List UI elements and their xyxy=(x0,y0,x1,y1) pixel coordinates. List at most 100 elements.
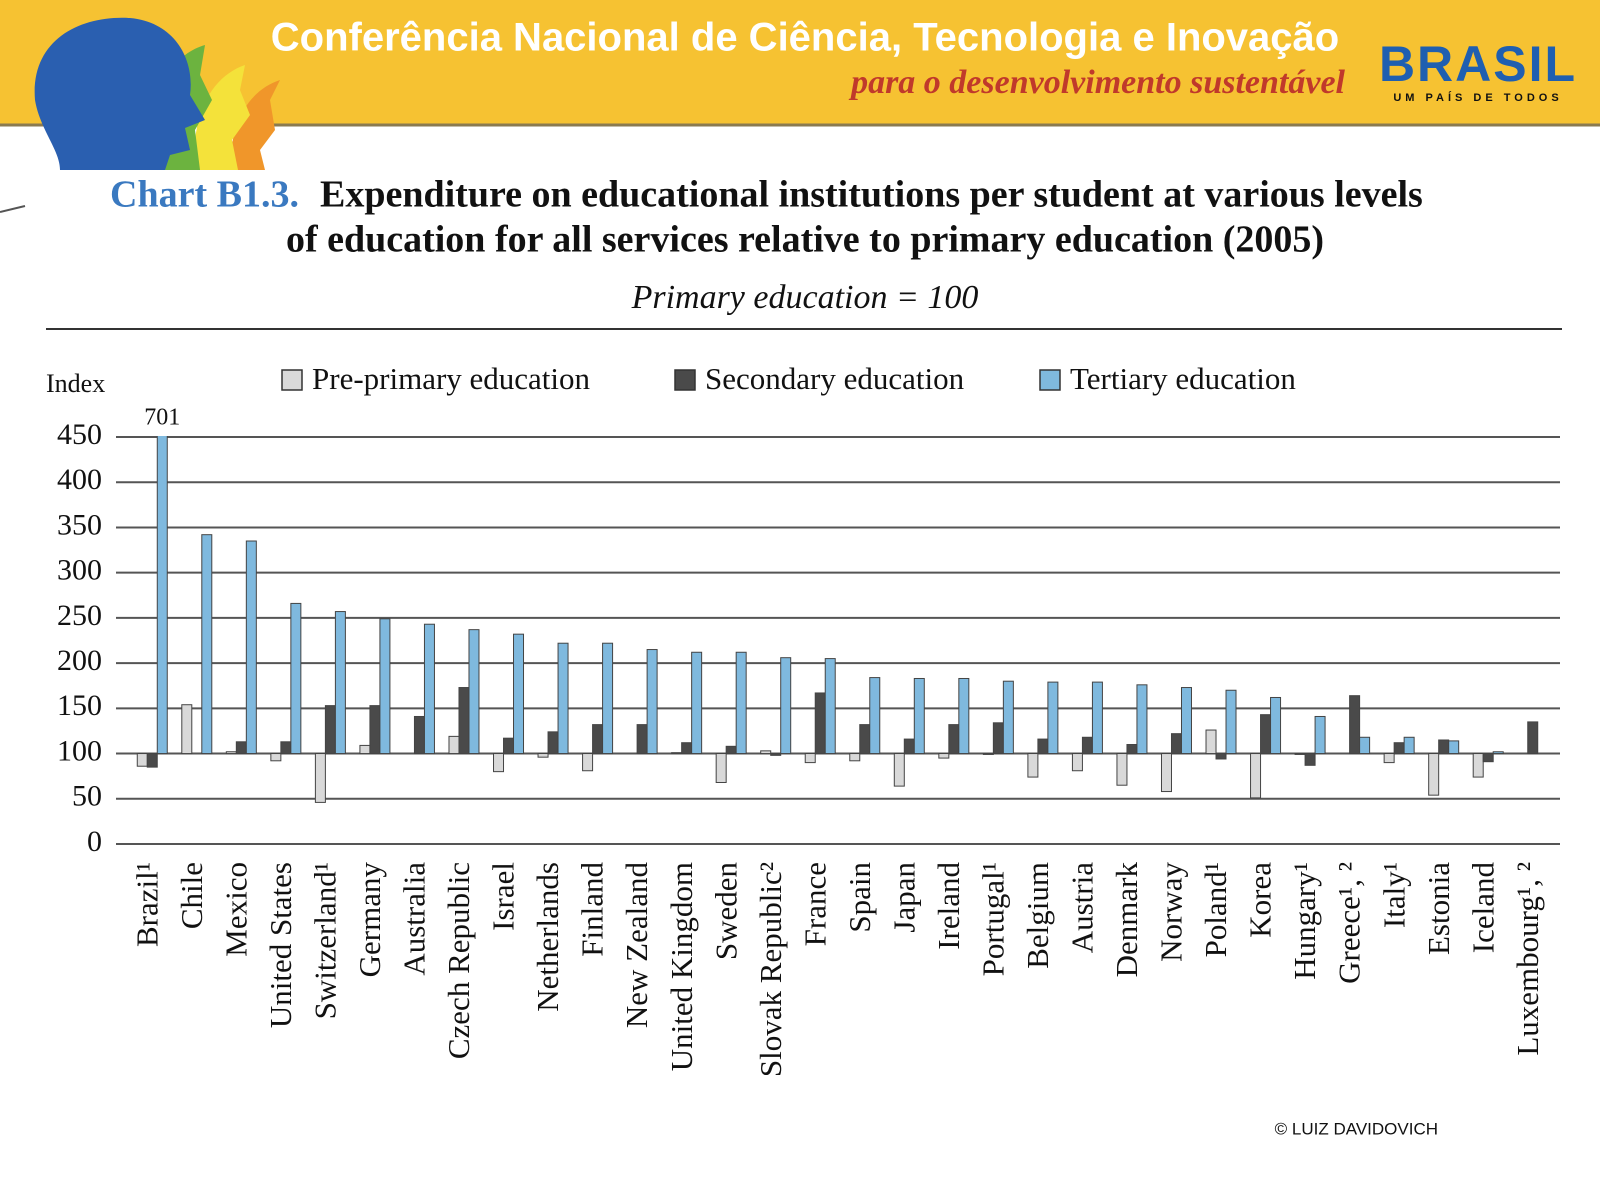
bar xyxy=(156,436,168,755)
bar xyxy=(859,724,871,755)
x-tick-label: Estonia xyxy=(1421,862,1456,955)
credit: © LUIZ DAVIDOVICH xyxy=(1275,1119,1438,1138)
x-tick-label: Mexico xyxy=(218,862,253,957)
bar xyxy=(314,753,326,803)
bar xyxy=(503,737,515,755)
bar xyxy=(1002,680,1014,755)
bar xyxy=(1027,753,1039,778)
bar xyxy=(493,753,505,773)
bar xyxy=(448,735,460,755)
bar xyxy=(146,753,158,768)
bar xyxy=(1071,753,1083,772)
bar xyxy=(468,629,480,755)
bar xyxy=(557,642,569,755)
bar xyxy=(537,753,549,758)
bar xyxy=(1215,753,1227,760)
bar xyxy=(681,742,693,755)
y-tick-label: 300 xyxy=(57,554,102,587)
x-tick-label: Denmark xyxy=(1109,862,1144,978)
bar xyxy=(1294,753,1306,755)
bar xyxy=(1091,681,1103,755)
bar xyxy=(1081,736,1093,755)
bar xyxy=(369,705,381,755)
bar xyxy=(1270,696,1282,755)
bar xyxy=(280,741,292,755)
bar xyxy=(513,633,525,755)
y-tick-label: 0 xyxy=(87,825,102,858)
bar xyxy=(359,744,371,755)
bar xyxy=(725,745,737,755)
bar xyxy=(547,731,559,755)
x-tick-label: Ireland xyxy=(931,862,966,950)
bar xyxy=(592,724,604,755)
bar xyxy=(780,657,792,755)
x-tick-label: United States xyxy=(263,862,298,1028)
bar xyxy=(1393,742,1405,755)
bar xyxy=(992,722,1004,755)
bar xyxy=(290,602,302,755)
header-subtitle: para o desenvolvimento sustentável xyxy=(848,64,1345,101)
bar xyxy=(938,753,950,759)
chart-title-line2: of education for all services relative t… xyxy=(286,219,1324,261)
legend-label: Tertiary education xyxy=(1070,361,1296,396)
bar xyxy=(245,540,257,755)
bar xyxy=(1250,753,1262,799)
bar xyxy=(582,753,594,772)
bar xyxy=(1403,736,1415,755)
x-tick-label: Switzerland¹ xyxy=(308,862,343,1019)
x-tick-label: Finland xyxy=(575,862,610,957)
bar xyxy=(334,611,346,755)
y-tick-label: 250 xyxy=(57,599,102,632)
bar xyxy=(636,724,648,755)
legend-swatch xyxy=(1039,369,1061,391)
bar xyxy=(225,751,237,755)
x-tick-label: United Kingdom xyxy=(664,862,699,1071)
bar xyxy=(458,687,470,755)
plot-area xyxy=(136,436,1539,803)
bar xyxy=(1383,753,1395,764)
x-tick-label: Slovak Republic² xyxy=(753,862,788,1077)
x-tick-label: Belgium xyxy=(1020,862,1055,969)
bar xyxy=(602,642,614,755)
bar xyxy=(136,753,148,767)
bar xyxy=(1472,753,1484,778)
x-tick-label: Italy¹ xyxy=(1376,862,1411,928)
x-tick-label: Korea xyxy=(1243,862,1278,938)
x-tick-label: Greece¹, ² xyxy=(1332,862,1367,984)
bar xyxy=(1180,687,1192,755)
y-axis-label: Index xyxy=(46,369,105,398)
y-tick-label: 350 xyxy=(57,508,102,541)
bar xyxy=(1527,721,1539,755)
x-tick-label: Iceland xyxy=(1465,862,1500,954)
brasil-tagline: UM PAÍS DE TODOS xyxy=(1393,91,1562,104)
y-tick-label: 100 xyxy=(57,734,102,767)
bar xyxy=(1314,715,1326,755)
legend-label: Secondary education xyxy=(705,361,965,396)
x-tick-label: Czech Republic xyxy=(441,862,476,1059)
decor-line xyxy=(0,205,26,213)
x-tick-label: New Zealand xyxy=(619,862,654,1029)
x-tick-label: Luxembourg¹, ² xyxy=(1510,862,1545,1056)
bar xyxy=(1116,753,1128,786)
bar xyxy=(893,753,905,787)
bar xyxy=(1136,684,1148,755)
bar xyxy=(735,651,747,755)
bar xyxy=(958,677,970,755)
bar xyxy=(1047,681,1059,755)
y-tick-label: 50 xyxy=(72,780,102,813)
bar xyxy=(849,753,861,762)
bar xyxy=(1492,751,1504,755)
bar xyxy=(770,753,782,756)
legend-swatch xyxy=(674,369,696,391)
bar xyxy=(760,750,772,755)
bar xyxy=(1349,695,1361,755)
x-tick-label: Portugal¹ xyxy=(975,862,1010,976)
x-tick-label: France xyxy=(797,862,832,946)
y-tick-label: 200 xyxy=(57,644,102,677)
x-tick-label: Chile xyxy=(174,862,209,929)
header-title: Conferência Nacional de Ciência, Tecnolo… xyxy=(271,16,1339,60)
x-tick-label: Austria xyxy=(1065,862,1100,954)
x-tick-label: Netherlands xyxy=(530,862,565,1012)
heads-logo xyxy=(34,17,280,170)
